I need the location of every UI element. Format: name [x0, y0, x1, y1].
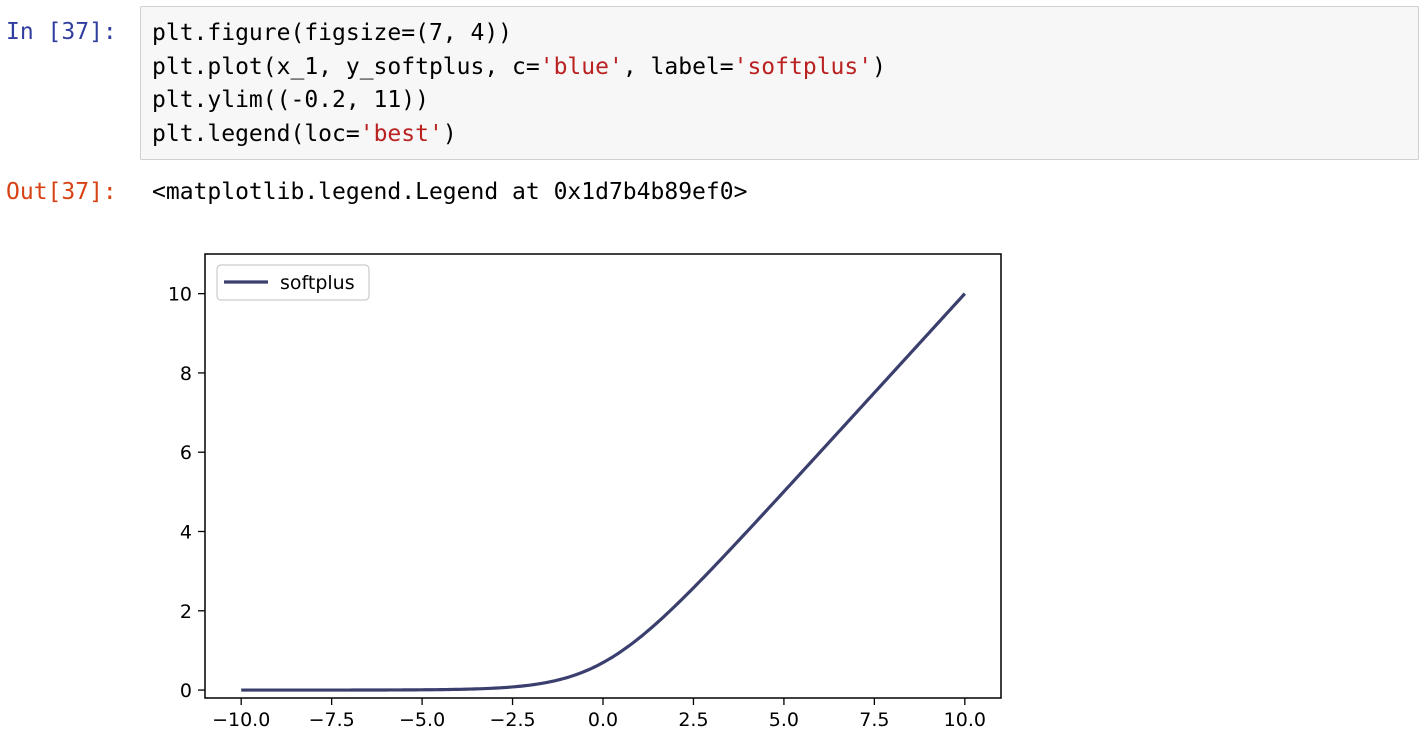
x-tick-label: −7.5 — [309, 709, 355, 731]
y-tick-label: 10 — [168, 284, 192, 306]
code-line: plt.plot(x_1, y_softplus, c='blue', labe… — [152, 51, 1418, 85]
legend-box — [216, 264, 370, 301]
code-line: plt.figure(figsize=(7, 4)) — [152, 17, 1418, 51]
code-token: plt.figure(figsize=(7, 4)) — [152, 20, 513, 46]
code-line: plt.legend(loc='best') — [152, 118, 1418, 152]
code-line: plt.ylim((-0.2, 11)) — [152, 84, 1418, 118]
y-tick-label: 2 — [180, 601, 192, 623]
x-tick-label: −5.0 — [399, 709, 445, 731]
x-tick-label: 2.5 — [678, 709, 708, 731]
x-tick-label: 0.0 — [588, 709, 618, 731]
y-tick-label: 4 — [180, 522, 192, 544]
x-tick-label: 10.0 — [944, 709, 986, 731]
output-prompt: Out[37]: — [6, 179, 117, 205]
x-tick-label: −2.5 — [489, 709, 535, 731]
x-tick-label: 5.0 — [769, 709, 799, 731]
x-tick-label: 7.5 — [859, 709, 889, 731]
string-literal: 'softplus' — [733, 53, 873, 80]
code-token: ) — [872, 53, 886, 80]
code-token: plt.plot(x_1, y_softplus, c= — [152, 53, 540, 80]
plot-frame — [204, 253, 1002, 699]
legend-label: softplus — [280, 272, 355, 294]
code-token: plt.ylim((-0.2, 11)) — [152, 87, 429, 113]
string-literal: 'best' — [359, 120, 443, 147]
code-token: ) — [442, 120, 457, 147]
x-tick-label: −10.0 — [212, 709, 270, 731]
y-tick-label: 8 — [180, 363, 192, 385]
code-token: , label= — [622, 53, 734, 80]
output-text: <matplotlib.legend.Legend at 0x1d7b4b89e… — [152, 179, 748, 205]
y-tick-label: 0 — [180, 680, 192, 702]
y-tick-label: 6 — [180, 442, 192, 464]
input-prompt: In [37]: — [6, 19, 117, 45]
string-literal: 'blue' — [539, 53, 623, 80]
code-cell-input[interactable]: plt.figure(figsize=(7, 4)) plt.plot(x_1, … — [140, 6, 1419, 160]
softplus-series-line — [241, 292, 967, 692]
code-token: plt.legend(loc= — [152, 120, 360, 147]
